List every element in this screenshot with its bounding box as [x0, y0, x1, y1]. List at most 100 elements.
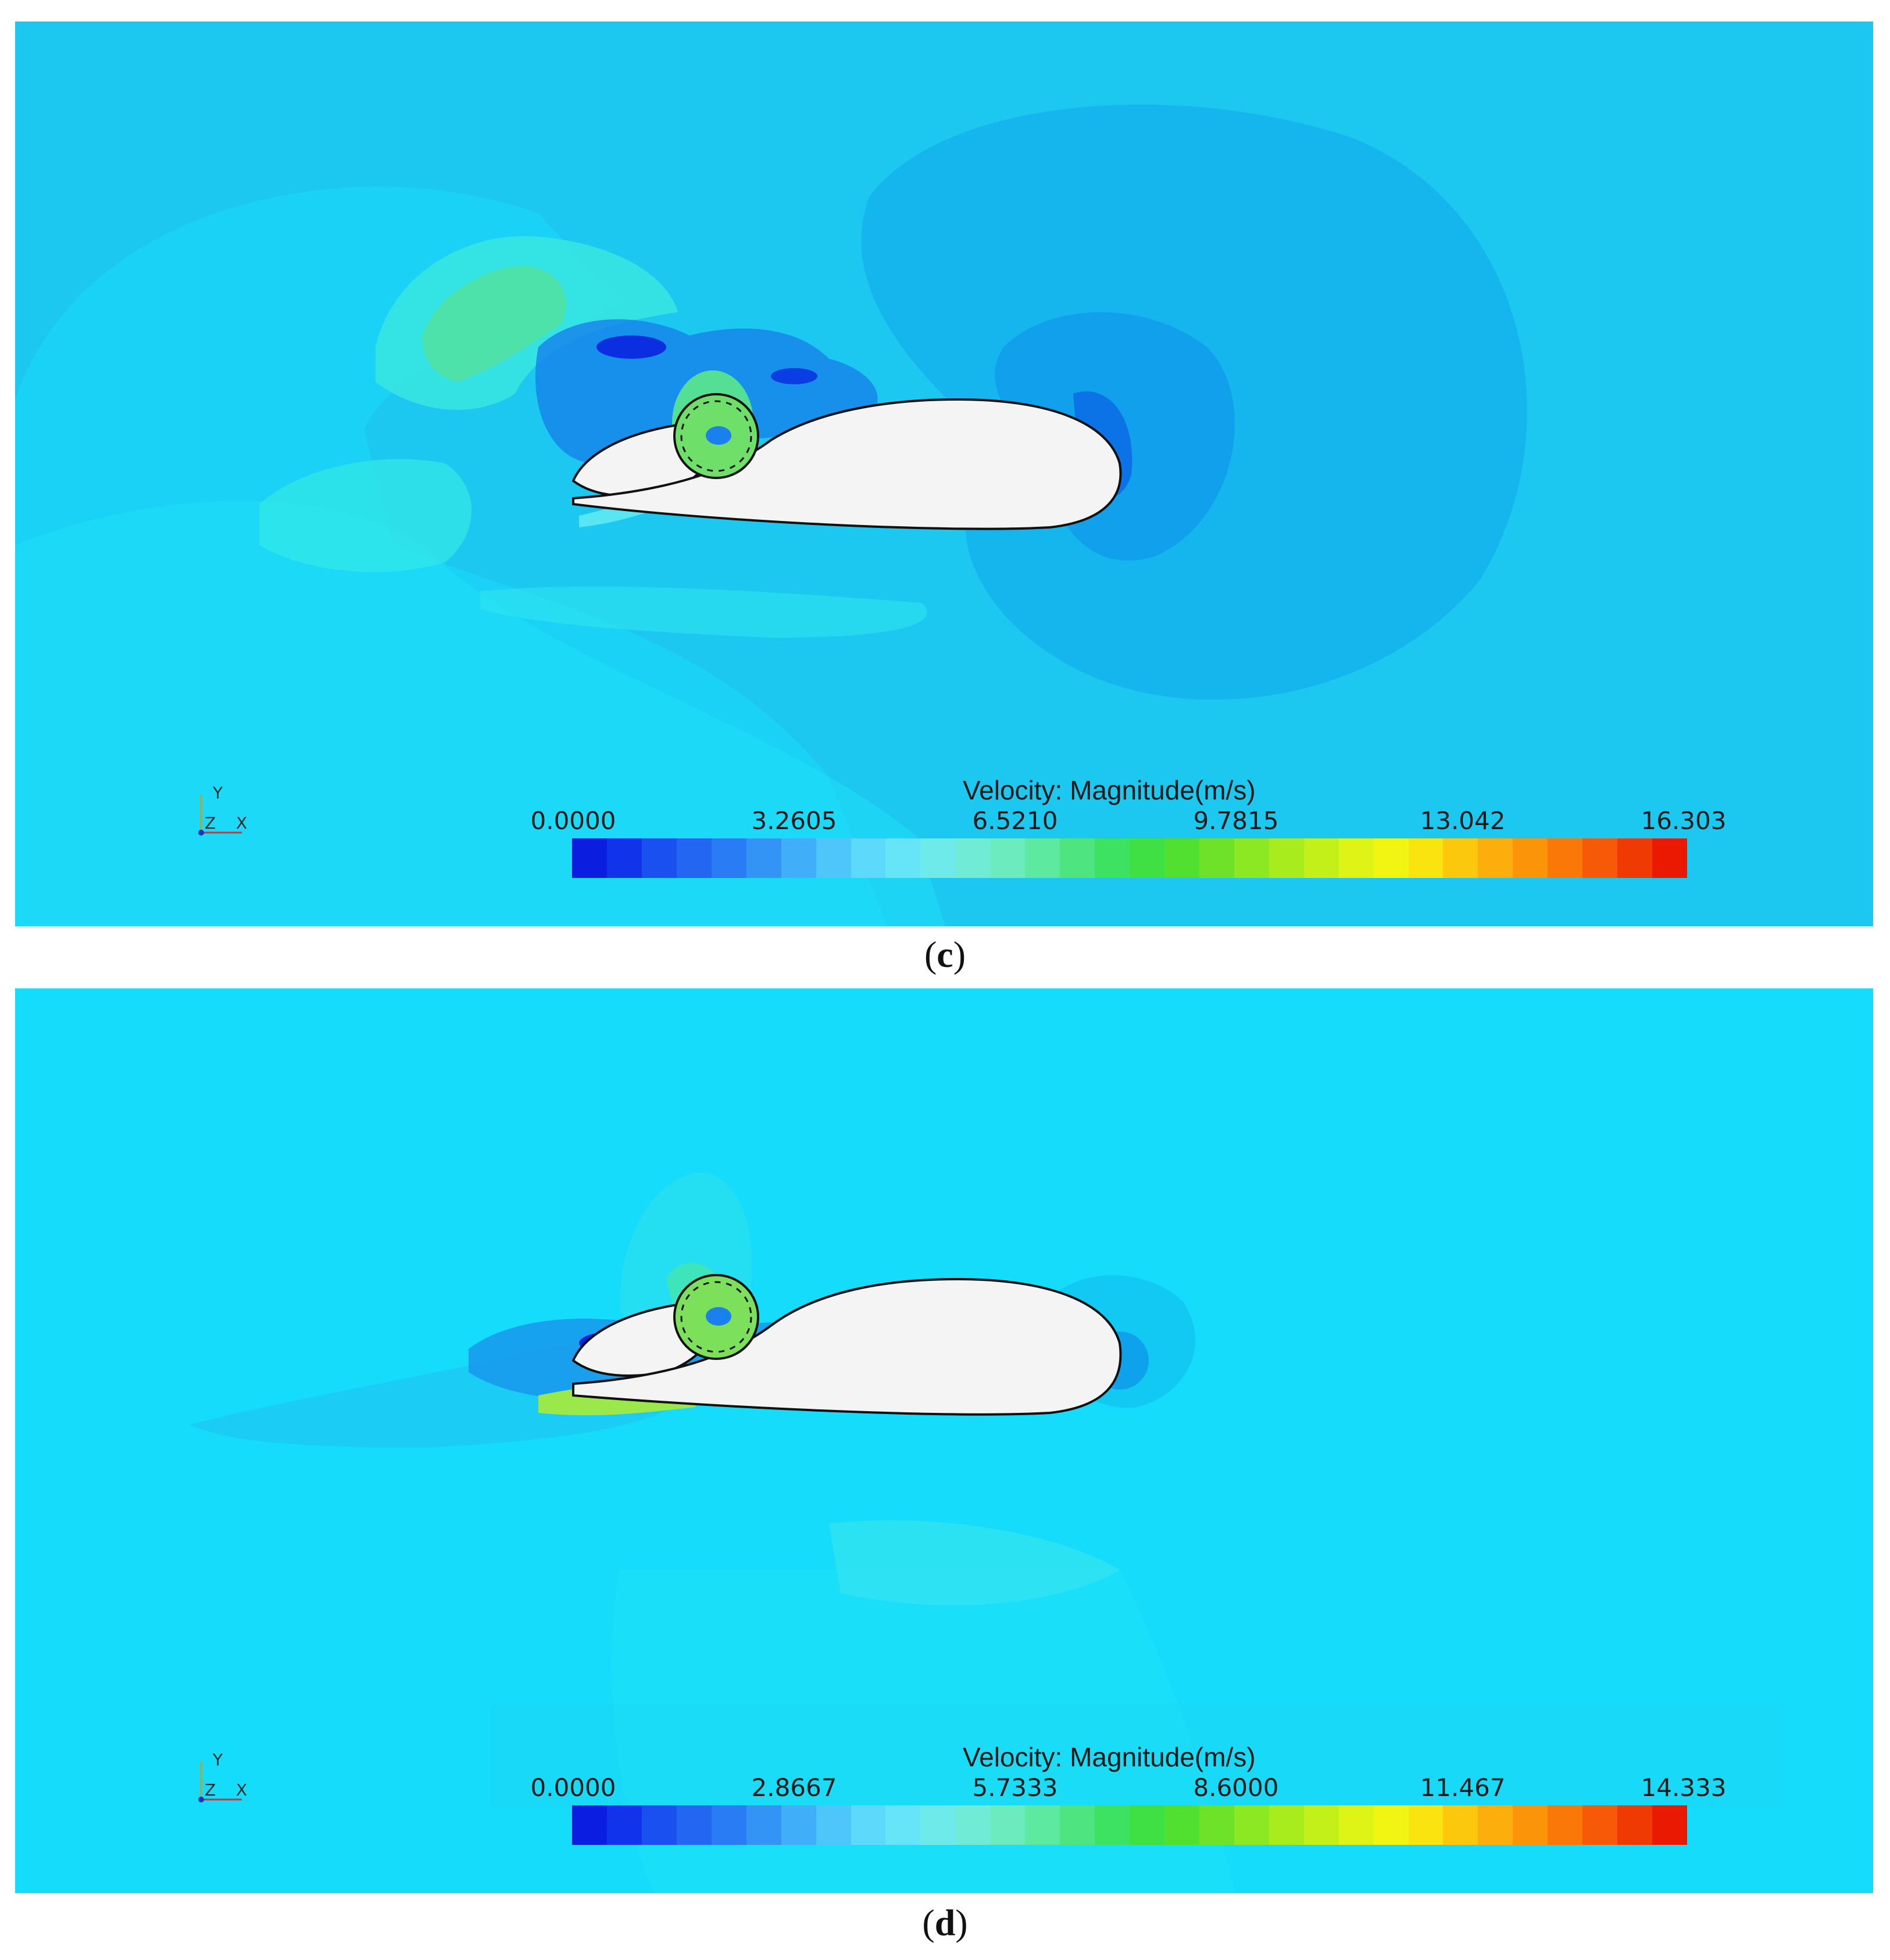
- colorbar-swatch: [1269, 1805, 1304, 1845]
- axes-triad-icon: [198, 1762, 242, 1802]
- colorbar-swatch: [606, 1805, 642, 1845]
- axis-z-label: Z: [205, 813, 216, 833]
- colorbar-swatch: [1443, 1805, 1478, 1845]
- axis-x-label: X: [236, 1780, 248, 1800]
- colorbar-swatch: [572, 1805, 607, 1845]
- colorbar-swatch: [1582, 838, 1618, 878]
- colorbar-swatch: [641, 838, 677, 878]
- velocity-colorbar: [572, 838, 1687, 878]
- colorbar-swatch: [1338, 838, 1374, 878]
- coordinate-axes-indicator-d: Y Z X: [190, 1750, 259, 1814]
- colorbar-tick-label: 14.333: [1641, 1773, 1727, 1802]
- velocity-field-d: [15, 988, 1873, 1893]
- colorbar-swatch: [1338, 1805, 1374, 1845]
- colorbar-swatch: [1130, 1805, 1164, 1845]
- colorbar-swatch: [1060, 838, 1095, 878]
- colorbar-swatch: [1234, 838, 1269, 878]
- axis-y-label: Y: [213, 783, 223, 802]
- colorbar-swatch: [1373, 838, 1409, 878]
- colorbar-swatch: [990, 838, 1026, 878]
- colorbar-swatch: [1164, 1805, 1199, 1845]
- colorbar-swatch: [1095, 1805, 1130, 1845]
- colorbar-swatch: [1478, 838, 1513, 878]
- colorbar-tick-label: 3.2605: [751, 806, 837, 835]
- colorbar-swatch: [1164, 838, 1199, 878]
- velocity-contour-panel-d: Y Z X Velocity: Magnitude(m/s) 0.0000 2.…: [15, 988, 1873, 1893]
- colorbar-tick-label: 11.467: [1420, 1773, 1506, 1802]
- velocity-colorbar: [572, 1805, 1687, 1845]
- colorbar-swatch: [1025, 1805, 1060, 1845]
- colorbar-swatch: [955, 1805, 991, 1845]
- colorbar-swatch: [1025, 838, 1060, 878]
- colorbar-swatch: [1443, 838, 1478, 878]
- colorbar-tick-label: 0.0000: [530, 806, 616, 835]
- colorbar-swatch: [1582, 1805, 1618, 1845]
- colorbar-swatch: [1408, 838, 1444, 878]
- legend-title: Velocity: Magnitude(m/s): [963, 1742, 1256, 1772]
- colorbar-swatch: [746, 838, 781, 878]
- caption-close-paren: ): [955, 1902, 968, 1943]
- colorbar-tick-label: 5.7333: [972, 1773, 1058, 1802]
- colorbar-swatch: [885, 1805, 921, 1845]
- colorbar-tick-label: 16.303: [1641, 806, 1727, 835]
- axes-triad-icon: [198, 795, 242, 836]
- colorbar-swatch: [1478, 1805, 1513, 1845]
- colorbar-swatch: [676, 838, 712, 878]
- axis-y-label: Y: [213, 1750, 223, 1769]
- velocity-contour-panel-c: Y Z X Velocity: Magnitude(m/s) 0.0000 3.…: [15, 22, 1873, 926]
- colorbar-swatch: [1652, 838, 1687, 878]
- colorbar-swatch: [1513, 838, 1548, 878]
- colorbar-swatch: [711, 838, 746, 878]
- colorbar-swatch: [1199, 838, 1234, 878]
- caption-open-paren: (: [924, 934, 937, 975]
- legend-title: Velocity: Magnitude(m/s): [963, 775, 1256, 805]
- velocity-field-c: [15, 22, 1873, 926]
- panel-caption-c: (c): [0, 933, 1890, 976]
- colorbar-swatch: [851, 1805, 886, 1845]
- colorbar-tick-label: 0.0000: [530, 1773, 616, 1802]
- colorbar-swatch: [1373, 1805, 1409, 1845]
- colorbar-swatch: [816, 838, 851, 878]
- axis-x-label: X: [236, 813, 248, 833]
- colorbar-swatch: [920, 1805, 956, 1845]
- colorbar-swatch: [1652, 1805, 1687, 1845]
- panel-caption-d: (d): [0, 1901, 1890, 1944]
- colorbar-swatch: [920, 838, 956, 878]
- colorbar-tick-label: 9.7815: [1193, 806, 1279, 835]
- caption-open-paren: (: [922, 1902, 935, 1943]
- colorbar-tick-label: 13.042: [1420, 806, 1506, 835]
- colorbar-swatch: [1130, 838, 1164, 878]
- colorbar-swatch: [955, 838, 991, 878]
- colorbar-swatch: [851, 838, 886, 878]
- colorbar-swatch: [1513, 1805, 1548, 1845]
- colorbar-swatch: [746, 1805, 781, 1845]
- colorbar-swatch: [641, 1805, 677, 1845]
- colorbar-tick-label: 2.8667: [751, 1773, 837, 1802]
- colorbar-swatch: [1617, 1805, 1653, 1845]
- colorbar-tick-label: 6.5210: [972, 806, 1058, 835]
- colorbar-swatch: [1060, 1805, 1095, 1845]
- colorbar-swatch: [1548, 1805, 1583, 1845]
- colorbar-swatch: [1408, 1805, 1444, 1845]
- colorbar-swatch: [1199, 1805, 1234, 1845]
- colorbar-swatch: [572, 838, 607, 878]
- colorbar-swatch: [1303, 838, 1339, 878]
- colorbar-swatch: [816, 1805, 851, 1845]
- colorbar-swatch: [1095, 838, 1130, 878]
- axis-z-label: Z: [205, 1780, 216, 1800]
- colorbar-swatch: [1269, 838, 1304, 878]
- colorbar-swatch: [711, 1805, 746, 1845]
- colorbar-swatch: [1303, 1805, 1339, 1845]
- colorbar-swatch: [1617, 838, 1653, 878]
- colorbar-swatch: [781, 1805, 816, 1845]
- caption-letter: c: [937, 934, 953, 975]
- colorbar-swatch: [781, 838, 816, 878]
- colorbar-swatch: [1234, 1805, 1269, 1845]
- caption-letter: d: [934, 1902, 956, 1943]
- colorbar-swatch: [1548, 838, 1583, 878]
- coordinate-axes-indicator-c: Y Z X: [190, 783, 259, 847]
- colorbar-swatch: [990, 1805, 1026, 1845]
- colorbar-swatch: [676, 1805, 712, 1845]
- colorbar-tick-label: 8.6000: [1193, 1773, 1279, 1802]
- caption-close-paren: ): [953, 934, 966, 975]
